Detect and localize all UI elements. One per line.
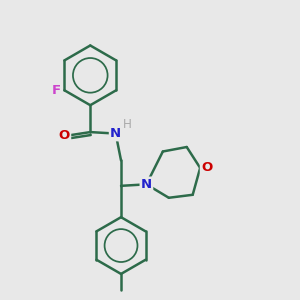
- Text: H: H: [123, 118, 131, 130]
- Text: O: O: [201, 161, 212, 174]
- Text: F: F: [52, 84, 61, 97]
- Text: N: N: [110, 127, 121, 140]
- Text: N: N: [141, 178, 152, 191]
- Text: O: O: [59, 129, 70, 142]
